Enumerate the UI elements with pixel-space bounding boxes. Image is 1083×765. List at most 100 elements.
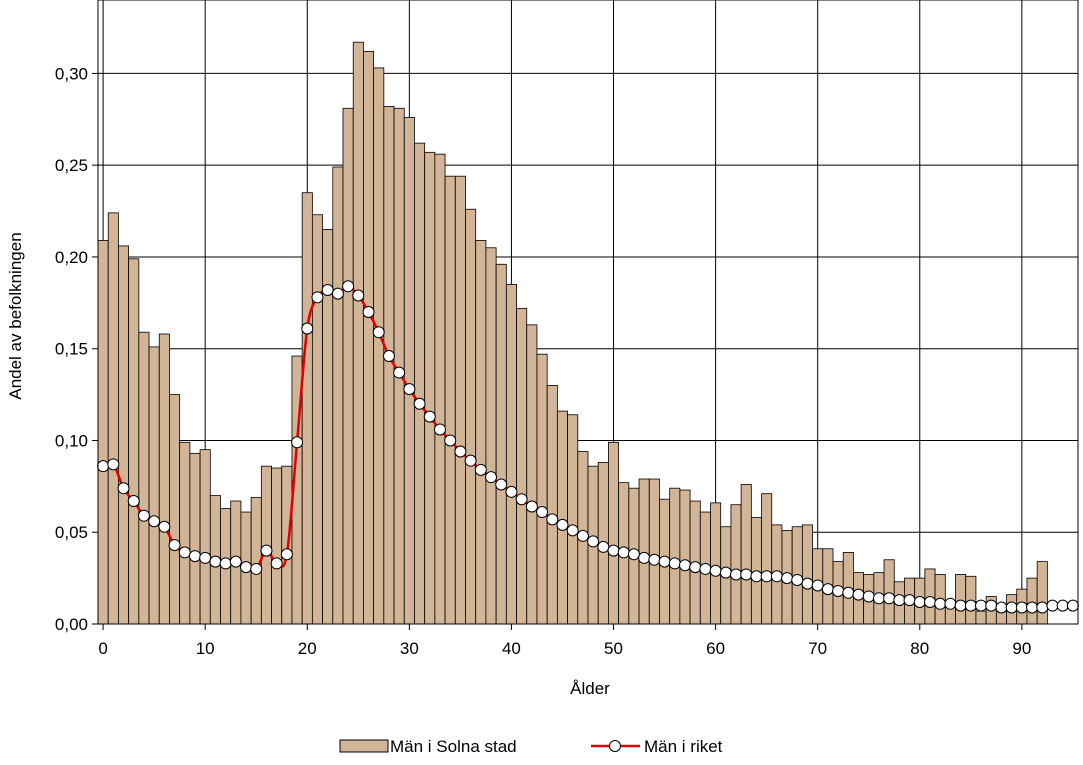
x-tick-label: 70 bbox=[808, 639, 827, 658]
line-marker bbox=[495, 478, 508, 491]
bar bbox=[342, 107, 354, 625]
y-axis-title: Andel av befolkningen bbox=[6, 232, 25, 399]
line-marker bbox=[1005, 601, 1018, 614]
bar bbox=[669, 487, 681, 625]
bar bbox=[444, 175, 456, 625]
line-marker bbox=[709, 564, 722, 577]
bar bbox=[465, 208, 477, 625]
bar bbox=[516, 307, 528, 625]
x-tick-label: 80 bbox=[910, 639, 929, 658]
bar bbox=[536, 353, 548, 625]
bar bbox=[761, 493, 773, 625]
line-marker bbox=[525, 500, 538, 513]
line-marker bbox=[423, 410, 436, 423]
line-marker bbox=[923, 595, 936, 608]
line-marker bbox=[260, 544, 273, 557]
line-marker bbox=[199, 551, 212, 564]
line-marker bbox=[444, 434, 457, 447]
line-marker bbox=[362, 306, 375, 318]
line-marker bbox=[730, 568, 743, 581]
line-marker bbox=[229, 555, 242, 568]
x-tick-label: 90 bbox=[1012, 639, 1031, 658]
bar bbox=[475, 240, 487, 625]
line-marker bbox=[699, 562, 712, 575]
x-tick-label: 50 bbox=[604, 639, 623, 658]
legend-marker-riket bbox=[609, 740, 621, 752]
x-tick-label: 60 bbox=[706, 639, 725, 658]
plot-frame bbox=[97, 0, 1079, 625]
line-marker bbox=[342, 280, 355, 293]
bar bbox=[301, 192, 313, 625]
line-marker bbox=[801, 577, 814, 590]
line-marker bbox=[168, 539, 181, 552]
bar bbox=[975, 610, 987, 625]
x-tick-label: 20 bbox=[298, 639, 317, 658]
line-marker bbox=[127, 495, 140, 508]
line-marker bbox=[587, 535, 600, 548]
bar bbox=[546, 385, 558, 625]
line-marker bbox=[301, 322, 314, 335]
line-marker bbox=[1026, 601, 1039, 614]
bar bbox=[424, 151, 436, 625]
bar bbox=[352, 41, 364, 625]
line-marker bbox=[117, 482, 130, 495]
y-tick-label: 0,15 bbox=[55, 340, 88, 359]
line-marker bbox=[97, 460, 110, 473]
bar bbox=[434, 153, 446, 625]
bar bbox=[107, 212, 119, 625]
line-marker bbox=[1015, 601, 1028, 614]
line-marker bbox=[791, 573, 804, 586]
line-marker bbox=[331, 287, 344, 300]
line-marker bbox=[985, 599, 998, 612]
x-tick-label: 0 bbox=[98, 639, 107, 658]
line-marker bbox=[944, 597, 957, 610]
line-marker bbox=[760, 570, 773, 583]
line-marker bbox=[178, 546, 191, 559]
line-marker bbox=[607, 544, 620, 557]
bar bbox=[189, 452, 201, 625]
bar bbox=[638, 478, 650, 625]
line-marker bbox=[964, 599, 977, 612]
bar bbox=[169, 394, 181, 625]
x-axis-title: Ålder bbox=[570, 679, 610, 698]
legend-swatch-solna bbox=[339, 739, 389, 753]
line-marker bbox=[280, 548, 293, 561]
line-marker bbox=[250, 562, 263, 575]
line-marker bbox=[934, 597, 947, 610]
y-tick-label: 0,30 bbox=[55, 64, 88, 83]
line-marker bbox=[352, 289, 365, 302]
line-marker bbox=[668, 557, 681, 570]
line-marker bbox=[311, 291, 324, 304]
line-marker bbox=[597, 540, 610, 553]
bar bbox=[363, 50, 375, 625]
bar bbox=[944, 607, 956, 625]
line-marker bbox=[403, 383, 416, 396]
y-tick-label: 0,10 bbox=[55, 431, 88, 450]
bar bbox=[801, 524, 813, 625]
line-marker bbox=[393, 366, 406, 379]
line-marker bbox=[678, 559, 691, 572]
bar bbox=[526, 324, 538, 625]
line-marker bbox=[638, 551, 651, 564]
line-marker bbox=[954, 599, 967, 612]
line-marker bbox=[658, 555, 671, 568]
bar bbox=[414, 142, 426, 625]
y-tick-label: 0,20 bbox=[55, 248, 88, 267]
bar bbox=[495, 263, 507, 625]
bar bbox=[199, 449, 211, 625]
bar bbox=[403, 117, 415, 625]
line-marker bbox=[291, 436, 304, 449]
bar bbox=[485, 247, 497, 625]
axis-ticks: 0,00 0,05 0,10 0,15 0,20 0,25 0,30 0 10 20 30 40 50 6… bbox=[55, 64, 1031, 658]
bar bbox=[679, 489, 691, 625]
line-marker bbox=[546, 513, 559, 526]
line-marker bbox=[832, 584, 845, 597]
line-marker bbox=[740, 568, 753, 581]
line-marker bbox=[321, 283, 334, 296]
line-marker bbox=[270, 557, 283, 570]
line-marker bbox=[893, 594, 906, 607]
bar bbox=[271, 467, 283, 625]
bar bbox=[955, 574, 967, 625]
